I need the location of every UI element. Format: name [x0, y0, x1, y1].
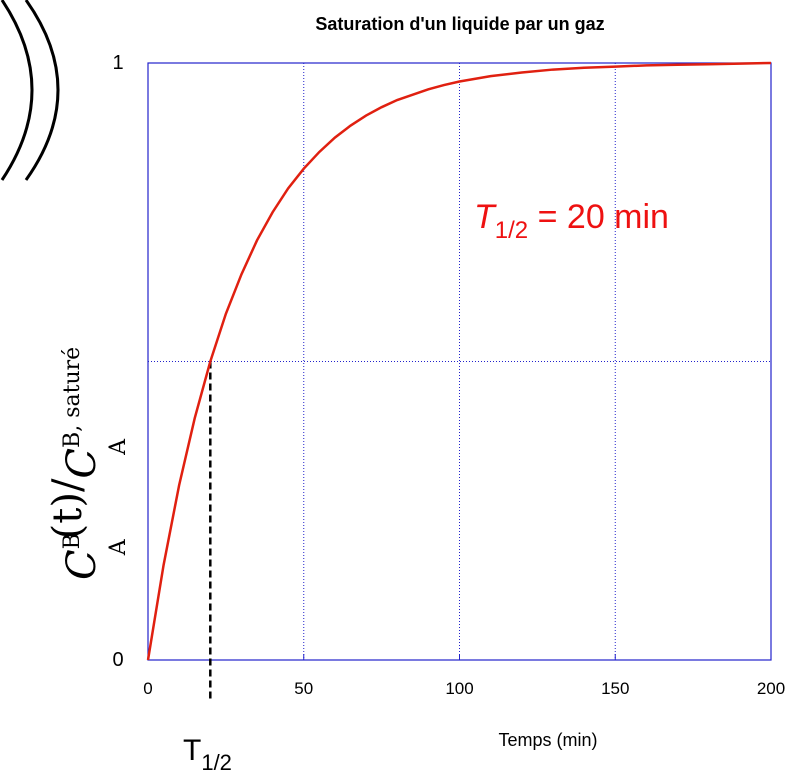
- x-tick-label: 0: [143, 679, 152, 698]
- annotation-rest: = 20 min: [528, 198, 669, 236]
- y-axis-label-part: A: [106, 538, 131, 556]
- x-tick-label: 200: [757, 679, 785, 698]
- marker-label-sub: 1/2: [201, 750, 232, 775]
- y-axis-label-part: (t)/: [45, 478, 91, 539]
- chart-title: Saturation d'un liquide par un gaz: [315, 14, 604, 34]
- decor-paren: [24, 0, 60, 181]
- x-tick-label: 100: [445, 679, 473, 698]
- x-tick-label: 150: [601, 679, 629, 698]
- x-tick-label: 50: [294, 679, 313, 698]
- y-axis-label-part: B: [60, 533, 85, 549]
- y-axis-label-part: C: [59, 448, 105, 479]
- y-axis-label-part: A: [106, 438, 131, 456]
- annotation-main: T: [474, 198, 497, 236]
- annotation-sub: 1/2: [495, 217, 528, 244]
- decor-paren: [0, 0, 34, 181]
- x-axis-label: Temps (min): [498, 730, 597, 750]
- marker-label: T1/2: [183, 734, 232, 775]
- data-line: [146, 61, 772, 661]
- y-tick-label: 1: [112, 52, 123, 74]
- y-axis-label-part: C: [59, 549, 105, 580]
- y-axis-label: CB A(t)/CB, saturé A: [45, 347, 131, 580]
- marker-label-main: T: [183, 734, 201, 767]
- y-tick-label: 0: [112, 649, 123, 671]
- annotation: T1/2 = 20 min: [474, 198, 669, 244]
- y-axis-label-part: B, saturé: [60, 347, 85, 448]
